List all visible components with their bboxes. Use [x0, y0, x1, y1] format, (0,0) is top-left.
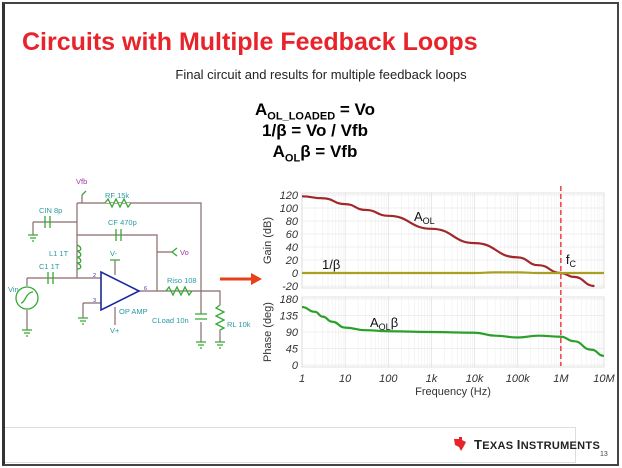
- resistor-rl-icon: [214, 304, 226, 331]
- x-tick-label: 100k: [506, 373, 530, 385]
- label-pin2: 2: [93, 273, 96, 279]
- ti-logo: TEXAS INSTRUMENTS: [452, 436, 600, 452]
- y-tick-label: 0: [292, 268, 299, 280]
- label-cf: CF 470p: [108, 218, 137, 227]
- x-tick-label: 10M: [593, 373, 615, 385]
- label-cin: CIN 8p: [39, 206, 62, 215]
- slide-title: Circuits with Multiple Feedback Loops: [22, 28, 478, 56]
- y-axis-label: Phase (deg): [262, 302, 274, 362]
- series-line-1/β: [302, 271, 604, 275]
- circuit-schematic: Vfb RF 15k CIN 8p CF 470p Vo L1 1T C1 1T…: [8, 177, 262, 349]
- y-tick-label: 40: [286, 242, 299, 254]
- schematic-components: [15, 190, 226, 349]
- series-line-AOLβ: [301, 305, 605, 357]
- label-aol: AOL: [414, 209, 435, 226]
- resistor-rf-icon: [104, 197, 132, 209]
- label-l1: L1 1T: [49, 249, 69, 258]
- y-tick-label: 135: [280, 311, 299, 323]
- y-tick-label: 80: [286, 216, 299, 228]
- voltage-source-icon: [15, 286, 39, 310]
- label-rl: RL 10k: [227, 320, 251, 329]
- label-rf: RF 15k: [105, 191, 129, 200]
- y-axis-label: Gain (dB): [262, 217, 274, 264]
- capacitor-c1-icon: [47, 272, 54, 284]
- opamp-symbol-icon: [100, 270, 141, 312]
- y-tick-label: 20: [285, 255, 299, 267]
- slide-subtitle: Final circuit and results for multiple f…: [175, 67, 467, 82]
- capacitor-cin-icon: [44, 216, 51, 228]
- label-opamp: OP AMP: [119, 307, 148, 316]
- label-pin3: 3: [93, 298, 96, 304]
- label-vminus: V-: [110, 249, 118, 258]
- y-tick-label: 100: [280, 203, 299, 215]
- capacitor-cf-icon: [115, 229, 122, 241]
- label-cload: CLoad 10n: [152, 316, 189, 325]
- x-axis-label: Frequency (Hz): [415, 386, 491, 398]
- y-tick-label: 60: [286, 229, 299, 241]
- label-fc: fC: [566, 252, 577, 269]
- label-inverse-beta: 1/β: [322, 257, 340, 272]
- label-vplus: V+: [110, 326, 120, 335]
- x-tick-label: 1: [299, 373, 305, 385]
- ground-icons: [22, 190, 225, 349]
- equation-inverse-beta: 1/β = Vo / Vfb: [262, 121, 368, 140]
- y-tick-label: -20: [282, 281, 299, 293]
- equation-aol-loaded: AOL_LOADED = Vo: [255, 100, 375, 123]
- x-tick-label: 1k: [426, 373, 438, 385]
- resistor-riso-icon: [165, 285, 193, 297]
- y-tick-label: 90: [286, 327, 299, 339]
- x-tick-label: 100: [379, 373, 398, 385]
- x-tick-label: 10: [339, 373, 352, 385]
- x-tick-label: 1M: [553, 373, 569, 385]
- page-number: 13: [600, 451, 608, 458]
- y-tick-label: 0: [292, 360, 299, 372]
- label-pin6: 6: [144, 286, 147, 292]
- label-vo: Vo: [180, 248, 189, 257]
- inductor-l1-icon: [76, 244, 82, 270]
- y-tick-label: 120: [280, 190, 299, 202]
- ti-logo-icon: [454, 437, 466, 451]
- label-vfb: Vfb: [76, 177, 87, 186]
- label-aol-beta: AOLβ: [370, 315, 398, 332]
- y-tick-label: 180: [280, 294, 299, 306]
- label-vin: Vin: [8, 285, 19, 294]
- label-c1: C1 1T: [39, 262, 60, 271]
- label-riso: Riso 108: [167, 276, 197, 285]
- y-tick-label: 45: [286, 344, 299, 356]
- equation-loop-gain: AOLβ = Vfb: [272, 142, 358, 165]
- x-tick-label: 10k: [466, 373, 484, 385]
- footer-bar: [5, 427, 576, 463]
- capacitor-cload-icon: [195, 313, 207, 320]
